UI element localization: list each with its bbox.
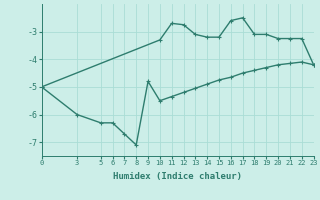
X-axis label: Humidex (Indice chaleur): Humidex (Indice chaleur) — [113, 172, 242, 181]
